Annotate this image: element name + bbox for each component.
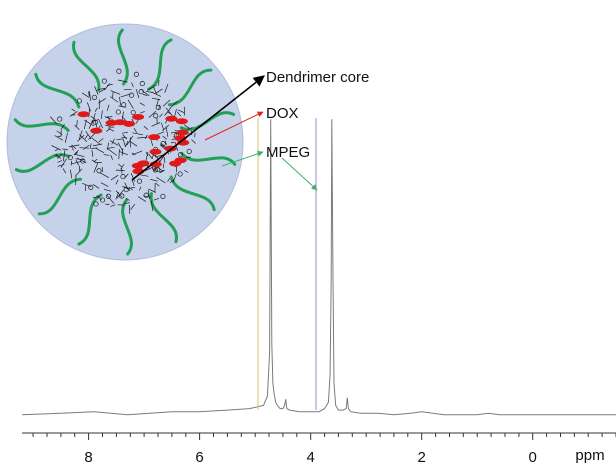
core-ring [115, 109, 121, 115]
peg-chain [37, 177, 82, 216]
dendrimer-micelle-illustration [6, 23, 244, 261]
dox-dot [131, 162, 144, 169]
core-ring [136, 178, 143, 184]
core-ring [101, 78, 107, 84]
spectrum-trace [21, 119, 616, 416]
x-tick-label-2: 2 [418, 449, 426, 466]
core-ring [153, 113, 159, 119]
dendrimer-core-arrow [131, 75, 265, 181]
core-ring [133, 71, 139, 77]
core-ring [160, 141, 166, 147]
peg-chain [77, 193, 103, 246]
dox-dot [132, 114, 145, 120]
core-ring [123, 187, 129, 193]
peg-chain [147, 38, 173, 91]
core-ring [57, 116, 63, 122]
core-ring [67, 154, 73, 161]
dox-label: DOX [266, 105, 299, 122]
core-ring [130, 109, 136, 116]
dox-dot [176, 129, 189, 136]
dox-dot [165, 115, 178, 122]
core-ring [129, 92, 135, 98]
x-axis-label: ppm [575, 447, 604, 464]
annotation-mpeg: MPEG [221, 144, 318, 191]
core-ring [121, 102, 127, 108]
dendrimer-core-label: Dendrimer core [266, 69, 369, 86]
dox-dot [148, 134, 161, 141]
mpeg-label: MPEG [266, 144, 310, 161]
core-ring [143, 192, 149, 198]
micelle-sphere [6, 23, 244, 261]
dox-dot [77, 111, 90, 118]
core-ring [88, 184, 94, 190]
x-tick-label-0: 0 [529, 449, 537, 466]
x-tick-label-8: 8 [84, 449, 92, 466]
core-ring [155, 105, 161, 111]
peg-chain [13, 118, 70, 132]
annotation-dox: DOX [204, 105, 299, 141]
dox-dot [175, 118, 188, 125]
peg-chain [14, 153, 71, 173]
dox-dot [149, 148, 162, 155]
core-ring [120, 174, 126, 180]
core-ring [155, 166, 161, 172]
dox-molecules [77, 111, 190, 175]
annotation-dendrimer-core: Dendrimer core [131, 69, 369, 181]
dox-arrow [204, 111, 264, 141]
core-ring [96, 168, 102, 174]
peg-chain [72, 40, 101, 92]
x-tick-label-6: 6 [195, 449, 203, 466]
x-tick-label-4: 4 [307, 449, 315, 466]
peg-chain [117, 28, 129, 86]
core-ring [139, 81, 145, 87]
x-axis: 8 6 4 2 0 ppm [22, 432, 616, 466]
mpeg-arrow-left [221, 150, 264, 167]
core-ring [160, 193, 166, 199]
dox-dot [90, 127, 103, 134]
core-ring [91, 94, 97, 100]
mpeg-arrow-right [281, 157, 318, 191]
dox-dot [105, 119, 118, 126]
core-ring [92, 119, 98, 125]
dox-dot [169, 160, 182, 167]
core-ring [80, 158, 86, 164]
core-ring [152, 167, 158, 173]
peak-guides [257, 118, 317, 410]
core-ring [100, 197, 106, 203]
peg-chain [34, 72, 81, 109]
core-ring [177, 152, 183, 158]
core-ring [116, 68, 122, 74]
core-ring [119, 193, 125, 199]
core-ring [138, 89, 144, 95]
core-ring [93, 201, 99, 207]
dendrimer-core-mesh [50, 68, 196, 214]
spectrum-layer [21, 119, 616, 416]
peg-chain [149, 192, 178, 244]
core-ring [76, 98, 82, 104]
peg-chain [169, 175, 216, 212]
dox-dot [123, 120, 135, 127]
core-ring [186, 148, 192, 154]
core-ring [177, 171, 183, 177]
core-ring [105, 193, 111, 199]
